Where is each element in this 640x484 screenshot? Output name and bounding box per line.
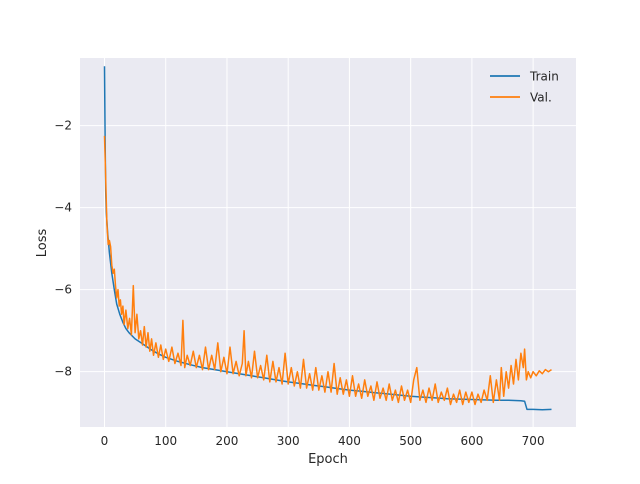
x-tick-label: 0 <box>101 434 109 448</box>
y-axis-label: Loss <box>35 229 50 258</box>
x-axis-label: Epoch <box>308 452 348 467</box>
x-tick-label: 200 <box>216 434 239 448</box>
x-tick-label: 300 <box>277 434 300 448</box>
x-tick-label: 600 <box>460 434 483 448</box>
grid <box>80 58 576 427</box>
series-layer <box>103 66 552 411</box>
y-tick-label: −2 <box>54 119 72 133</box>
x-tick-label: 100 <box>154 434 177 448</box>
plot-background <box>80 58 576 427</box>
x-tick-label: 700 <box>522 434 545 448</box>
y-tick-label: −8 <box>54 365 72 379</box>
series-line-val <box>103 135 552 406</box>
legend-label: Val. <box>530 91 552 105</box>
y-tick-label: −4 <box>54 201 72 215</box>
y-tick-label: −6 <box>54 283 72 297</box>
x-tick-label: 500 <box>399 434 422 448</box>
x-tick-label: 400 <box>338 434 361 448</box>
legend-label: Train <box>529 70 559 84</box>
tick-labels: 0 100 200 300 400 500 600 700 −8 −6 −4 −2 <box>54 119 544 448</box>
legend: Train Val. <box>490 70 559 105</box>
